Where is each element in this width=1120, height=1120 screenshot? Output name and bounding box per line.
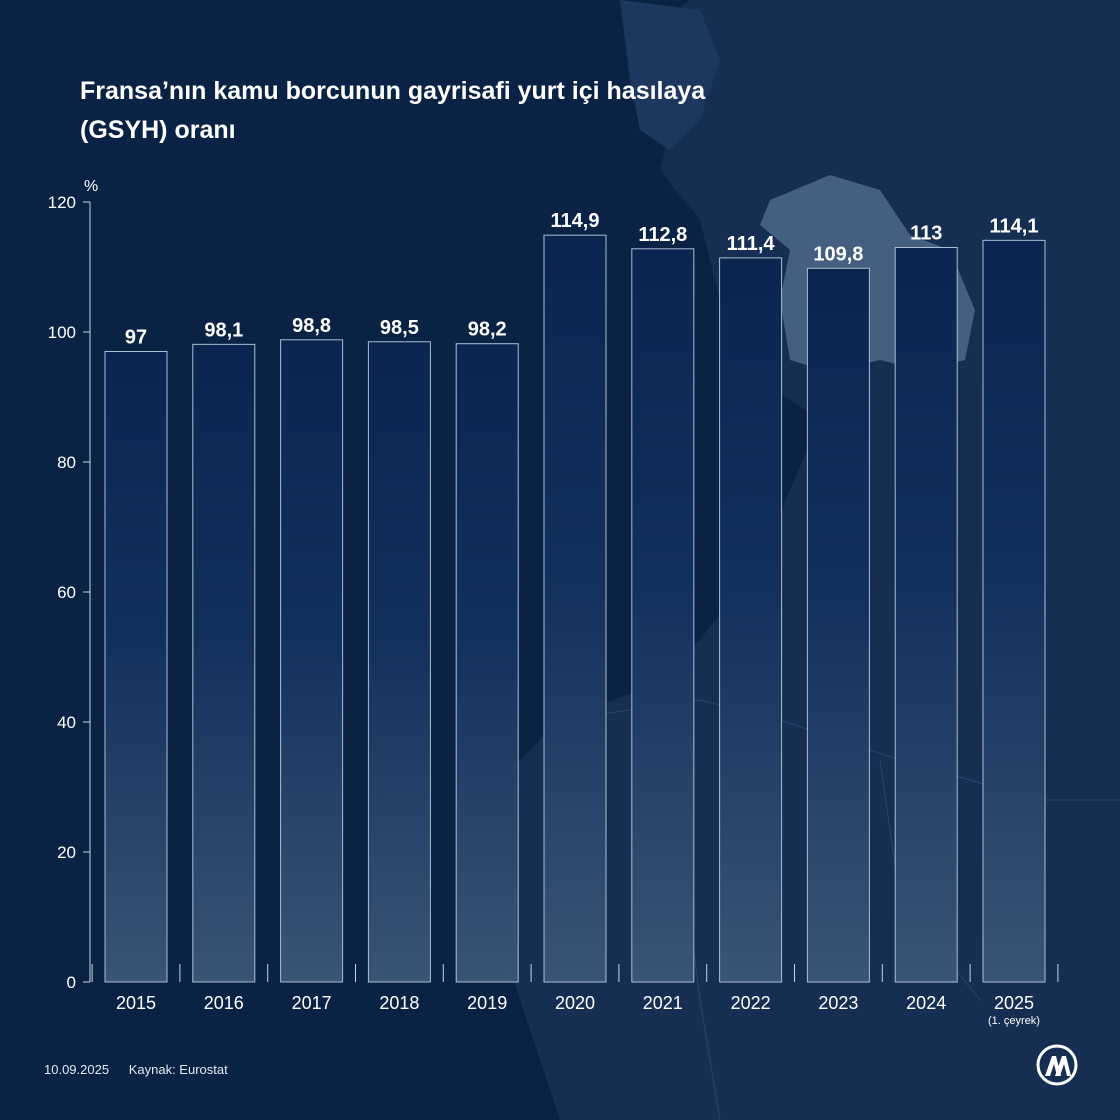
bar-2023 [806,267,870,983]
bar-2022 [719,257,783,983]
footer: 10.09.2025 Kaynak: Eurostat [44,1062,244,1077]
bar-2017 [280,339,344,983]
bar-2024 [894,247,958,983]
value-label: 114,9 [551,210,600,232]
footer-date: 10.09.2025 [44,1062,110,1077]
value-label: 112,8 [638,224,687,246]
bar-2016 [192,343,256,983]
x-tick-label: 2020 [555,993,595,1013]
x-tick-label: 2019 [467,993,507,1013]
value-label: 97 [125,327,147,349]
y-tick-label: 20 [57,843,76,862]
value-label: 113 [910,223,942,245]
bar-2018 [367,341,431,983]
x-tick-label: 2022 [731,993,771,1013]
x-tick-label: 2017 [292,993,332,1013]
value-label: 114,1 [990,215,1039,237]
footer-source: Kaynak: Eurostat [128,1062,228,1077]
y-tick-label: 40 [57,713,76,732]
value-label: 98,2 [468,319,507,341]
value-label: 98,8 [292,315,331,337]
y-tick-label: 80 [57,453,76,472]
y-tick-label: 0 [67,973,76,992]
x-tick-note: (1. çeyrek) [988,1015,1040,1027]
bar-2015 [104,351,168,983]
value-label: 109,8 [813,243,863,265]
aa-logo-icon [1036,1044,1078,1086]
bar-2025 [982,239,1046,983]
x-tick-label: 2025 [994,993,1034,1013]
x-tick-label: 2023 [818,993,858,1013]
bar-2019 [455,343,519,983]
x-tick-label: 2016 [204,993,244,1013]
bar-2020 [543,234,607,983]
x-tick-label: 2018 [379,993,419,1013]
chart-title: Fransa’nın kamu borcunun gayrisafi yurt … [80,77,706,144]
y-tick-label: 120 [48,193,76,212]
y-tick-label: 60 [57,583,76,602]
x-tick-label: 2024 [906,993,946,1013]
y-tick-label: 100 [48,323,76,342]
y-axis-unit: % [84,178,98,195]
x-tick-label: 2021 [643,993,683,1013]
value-label: 98,1 [204,319,243,341]
value-label: 98,5 [380,317,419,339]
value-label: 111,4 [727,233,776,255]
x-tick-label: 2015 [116,993,156,1013]
bar-2021 [631,248,695,983]
